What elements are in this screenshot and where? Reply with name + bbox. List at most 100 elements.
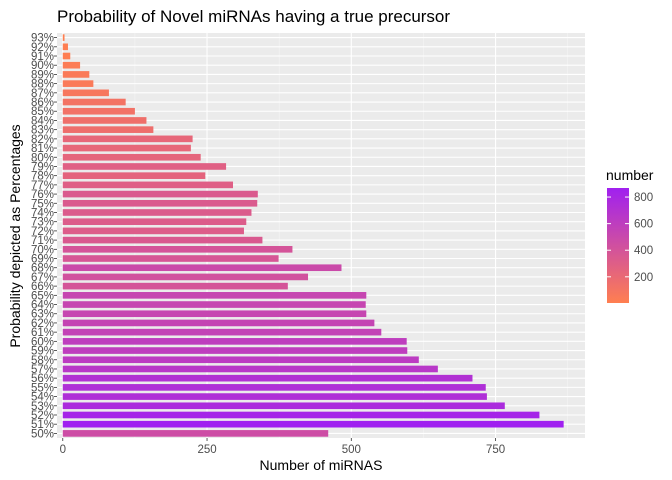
bar: [62, 126, 154, 133]
y-tick-label: 66%: [31, 281, 54, 293]
y-tick-label: 87%: [31, 88, 54, 100]
legend-ticks: 200 400 600 800: [607, 192, 653, 284]
legend-title: number: [606, 167, 654, 183]
bar: [62, 98, 126, 106]
y-tick-label: 74%: [31, 207, 54, 219]
y-tick-labels: 50%51%52%53%54%55%56%57%58%59%60%61%62%6…: [31, 33, 57, 440]
legend-tick-label: 200: [634, 272, 653, 284]
y-tick-label: 83%: [31, 125, 54, 137]
bar: [62, 347, 408, 354]
y-tick-label: 70%: [31, 244, 54, 256]
y-tick-label: 88%: [31, 79, 54, 91]
x-axis-title: Number of miRNAS: [260, 457, 383, 473]
bar: [62, 172, 206, 179]
y-tick-label: 54%: [31, 392, 54, 404]
bar: [62, 135, 193, 143]
bar: [62, 328, 382, 336]
y-tick-label: 59%: [31, 346, 54, 358]
bar: [62, 420, 564, 428]
y-tick-label: 55%: [31, 382, 54, 394]
bar: [62, 71, 90, 78]
bar: [62, 144, 191, 152]
x-tick-label: 500: [342, 444, 361, 456]
y-tick-label: 80%: [31, 152, 54, 164]
bar: [62, 374, 473, 382]
bar: [62, 153, 201, 161]
y-tick-label: 75%: [31, 198, 54, 210]
bar: [62, 80, 94, 87]
y-tick-label: 82%: [31, 134, 54, 146]
y-tick-label: 72%: [31, 226, 54, 238]
bar: [62, 319, 375, 327]
y-tick-label: 65%: [31, 290, 54, 302]
bar: [62, 199, 258, 207]
legend-tick-label: 800: [634, 192, 653, 204]
y-tick-label: 60%: [31, 336, 54, 348]
bar: [62, 218, 247, 226]
legend-colorbar: [607, 188, 629, 303]
y-tick-label: 69%: [31, 254, 54, 266]
y-tick-label: 50%: [31, 428, 54, 440]
y-tick-label: 86%: [31, 97, 54, 109]
y-tick-label: 57%: [31, 364, 54, 376]
bar: [62, 264, 342, 272]
y-tick-label: 67%: [31, 272, 54, 284]
y-tick-label: 79%: [31, 161, 54, 173]
bar: [62, 52, 71, 60]
legend-tick-label: 400: [634, 245, 653, 257]
bar: [62, 292, 367, 299]
bar: [62, 181, 233, 189]
y-tick-label: 61%: [31, 327, 54, 339]
bar: [62, 338, 407, 345]
bar: [62, 107, 135, 115]
x-tick-labels: 0 250 500 750: [60, 438, 505, 456]
y-tick-label: 71%: [31, 235, 54, 247]
bar: [62, 356, 419, 364]
bar: [62, 236, 263, 244]
bar: [62, 163, 227, 170]
bar: [62, 117, 147, 124]
y-axis-title: Probability depicted as Percentages: [7, 124, 23, 347]
legend: number 200 400 600 800: [606, 167, 654, 303]
bar: [62, 209, 252, 216]
y-tick-label: 77%: [31, 180, 54, 192]
x-tick-label: 0: [60, 444, 66, 456]
y-tick-label: 58%: [31, 355, 54, 367]
bar: [62, 43, 68, 51]
bar: [62, 227, 244, 235]
legend-tick-label: 600: [634, 219, 653, 231]
y-tick-label: 84%: [31, 115, 54, 127]
y-tick-label: 68%: [31, 263, 54, 275]
bar: [62, 393, 487, 400]
y-tick-label: 76%: [31, 189, 54, 201]
y-tick-label: 64%: [31, 300, 54, 312]
bar: [62, 384, 486, 391]
y-tick-label: 78%: [31, 171, 54, 183]
bar: [62, 89, 109, 97]
y-tick-label: 81%: [31, 143, 54, 155]
bar: [62, 282, 288, 290]
bar: [62, 411, 540, 419]
y-tick-label: 56%: [31, 373, 54, 385]
bars: [62, 34, 564, 437]
bar: [62, 365, 438, 373]
y-tick-label: 53%: [31, 401, 54, 413]
x-tick-label: 750: [486, 444, 505, 456]
bar: [62, 310, 367, 318]
y-tick-label: 92%: [31, 42, 54, 54]
bar: [62, 61, 81, 69]
y-tick-label: 90%: [31, 60, 54, 72]
bar: [62, 402, 505, 410]
y-tick-label: 63%: [31, 309, 54, 321]
bar: [62, 245, 293, 253]
y-tick-label: 93%: [31, 33, 54, 45]
y-tick-label: 51%: [31, 419, 54, 431]
bar: [62, 190, 258, 198]
y-tick-label: 85%: [31, 106, 54, 118]
y-tick-label: 62%: [31, 318, 54, 330]
y-tick-label: 89%: [31, 69, 54, 81]
bar: [62, 255, 279, 262]
y-tick-label: 73%: [31, 217, 54, 229]
chart-title: Probability of Novel miRNAs having a tru…: [57, 7, 450, 26]
